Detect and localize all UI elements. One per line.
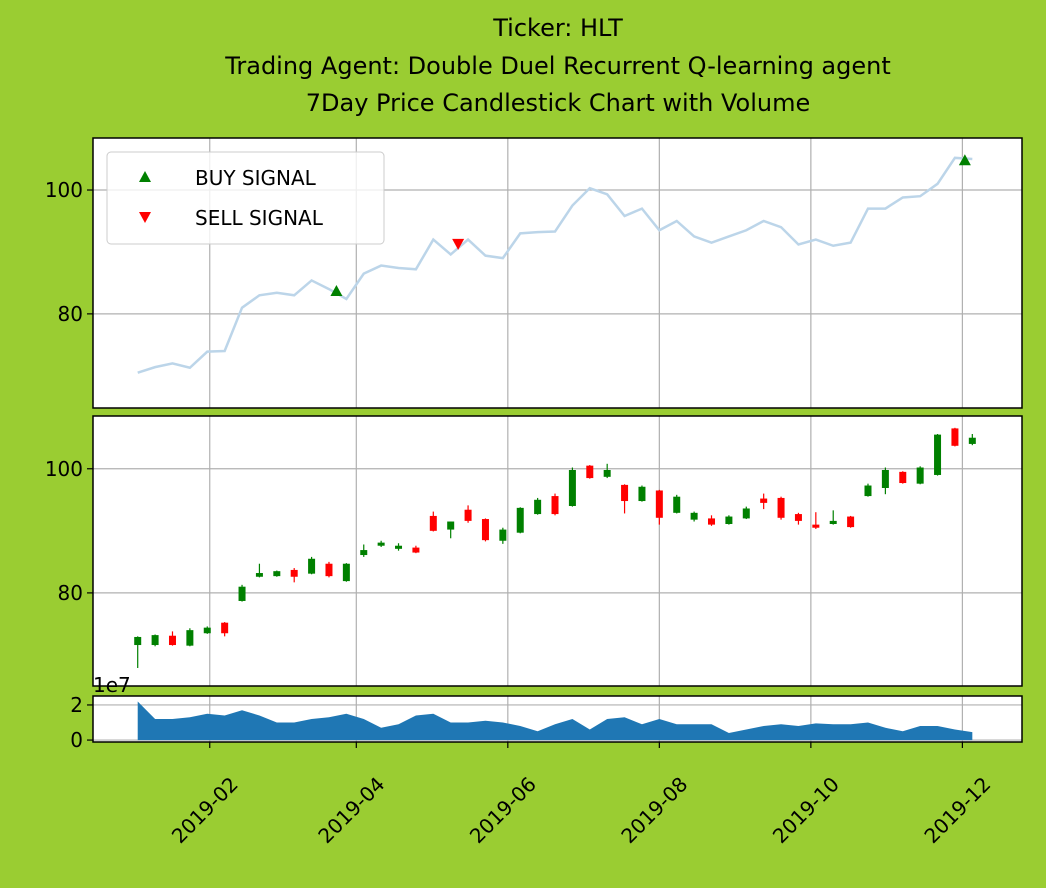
candle-body	[186, 630, 194, 646]
candle-body	[377, 542, 385, 546]
volume-area	[137, 701, 973, 741]
candle-body	[725, 516, 733, 524]
legend-box	[106, 151, 385, 245]
candle-body	[881, 470, 889, 488]
y-tick-label: 100	[45, 457, 83, 481]
candle-body	[238, 586, 246, 601]
legend-label: BUY SIGNAL	[195, 166, 317, 190]
candle-body	[360, 550, 368, 556]
candle-body	[290, 569, 298, 577]
candle-body	[342, 563, 350, 582]
plot-frame	[92, 137, 1023, 409]
candle-body	[325, 563, 333, 577]
candle-body	[829, 520, 837, 524]
plot-area	[93, 416, 1022, 686]
candle-body	[568, 470, 576, 506]
signal-marker	[330, 284, 343, 296]
candle-body	[847, 516, 855, 528]
candle-body	[499, 529, 507, 541]
chart-title: Trading Agent: Double Duel Recurrent Q-l…	[224, 52, 891, 80]
candle-body	[655, 490, 663, 518]
candle-body	[899, 471, 907, 484]
legend-marker	[139, 212, 151, 223]
candle-body	[464, 509, 472, 521]
y-tick-label: 2	[70, 693, 83, 717]
legend-label: SELL SIGNAL	[195, 206, 324, 230]
candle-body	[794, 514, 802, 521]
candle-body	[429, 515, 437, 531]
candle-body	[916, 467, 924, 484]
candle-body	[412, 547, 420, 553]
candle-body	[447, 521, 455, 530]
candle-body	[603, 470, 611, 477]
signal-marker	[958, 154, 971, 166]
candle-body	[968, 437, 976, 444]
candle-body	[551, 496, 559, 515]
candle-body	[777, 497, 785, 518]
chart-title: 7Day Price Candlestick Chart with Volume	[306, 89, 811, 117]
candle-body	[690, 512, 698, 520]
candle-body	[586, 465, 594, 479]
candle-body	[395, 545, 403, 549]
y-tick-label: 0	[70, 728, 83, 752]
candle-body	[864, 485, 872, 497]
candle-body	[621, 484, 629, 502]
candle-body	[203, 627, 211, 634]
candle-body	[708, 518, 716, 525]
candle-body	[812, 524, 820, 528]
chart-title: Ticker: HLT	[492, 14, 623, 42]
candle-body	[951, 428, 959, 446]
y-tick-label: 100	[45, 178, 83, 202]
price-line	[137, 156, 973, 374]
candle-body	[481, 519, 489, 541]
candle-body	[273, 571, 281, 577]
legend-marker	[139, 171, 151, 182]
candle-body	[221, 622, 229, 634]
candle-body	[760, 498, 768, 503]
signal-marker	[452, 238, 465, 250]
candle-body	[638, 486, 646, 502]
candle-body	[534, 499, 542, 515]
candle-body	[134, 636, 142, 646]
offset-text: 1e7	[93, 673, 131, 697]
plot-frame	[92, 695, 1023, 743]
candle-body	[934, 434, 942, 475]
candle-body	[151, 635, 159, 646]
candle-body	[168, 635, 176, 646]
candle-body	[308, 558, 316, 574]
y-tick-label: 80	[58, 581, 83, 605]
candle-body	[673, 496, 681, 513]
candle-body	[742, 508, 750, 519]
candle-body	[516, 507, 524, 533]
plot-frame	[92, 415, 1023, 687]
y-tick-label: 80	[58, 302, 83, 326]
candle-body	[255, 573, 263, 577]
